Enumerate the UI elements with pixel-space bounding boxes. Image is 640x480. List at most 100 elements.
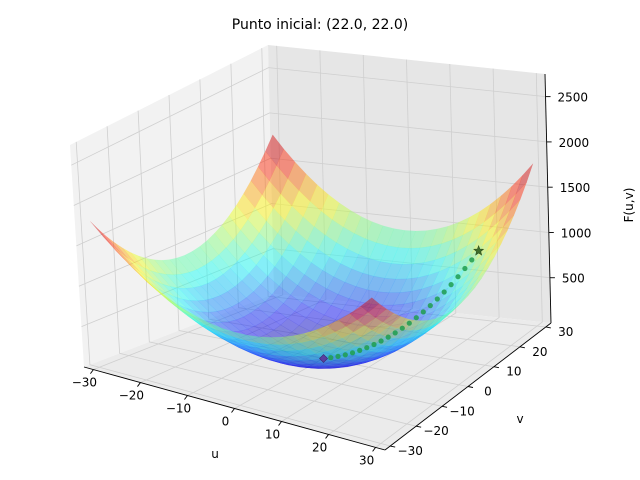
surface-facet <box>119 251 140 272</box>
surface-facet <box>490 230 508 256</box>
x-tick <box>372 447 376 452</box>
surface-facet <box>283 362 303 366</box>
surface-facet <box>127 262 148 283</box>
surface-facet <box>427 317 446 332</box>
surface-facet <box>250 346 271 355</box>
surface-facet <box>270 336 291 345</box>
surface-facet <box>329 366 348 369</box>
surface-facet <box>135 262 156 282</box>
surface-facet <box>302 201 322 227</box>
surface-facet <box>263 344 283 353</box>
surface-facet <box>227 338 248 349</box>
surface-facet <box>135 270 156 290</box>
surface-facet <box>290 285 309 303</box>
surface-facet <box>464 277 482 298</box>
surface-facet <box>219 331 240 344</box>
surface-facet <box>246 334 268 345</box>
surface-facet <box>332 202 351 228</box>
surface-facet <box>138 255 160 274</box>
surface-facet <box>222 336 242 347</box>
surface-facet <box>127 257 148 277</box>
path-point <box>392 330 398 336</box>
surface-facet <box>412 329 431 342</box>
surface-facet <box>199 318 220 332</box>
surface-facet <box>191 318 212 333</box>
surface-facet <box>425 315 444 331</box>
surface-facet <box>397 301 416 316</box>
surface-facet <box>284 205 304 232</box>
y-tick <box>416 425 422 428</box>
surface-facet <box>224 306 244 321</box>
surface-facet <box>221 215 241 240</box>
surface-facet <box>130 252 152 271</box>
surface-facet <box>229 338 250 348</box>
surface-facet <box>236 339 258 348</box>
surface-facet <box>403 288 423 305</box>
surface-facet <box>369 354 388 362</box>
surface-facet <box>195 320 216 334</box>
path-point <box>385 334 391 340</box>
surface-facet <box>462 210 481 236</box>
surface-facet <box>340 248 359 270</box>
surface-facet <box>416 310 436 327</box>
surface-facet <box>379 315 398 327</box>
surface-facet <box>438 296 457 315</box>
surface-facet <box>374 350 393 358</box>
surface-facet <box>213 322 234 333</box>
surface-facet <box>315 270 335 290</box>
surface-facet <box>336 226 355 250</box>
surface-facet <box>207 329 227 342</box>
surface-facet <box>272 358 292 363</box>
surface-facet <box>280 178 300 207</box>
surface-facet <box>414 285 433 303</box>
surface-facet <box>146 258 167 275</box>
surface-facet <box>266 356 286 363</box>
surface-facet <box>183 311 205 327</box>
surface-facet <box>267 266 287 287</box>
surface-facet <box>353 325 373 338</box>
tick-labels: −30−20−100102030−30−20−10010203050010001… <box>72 91 592 468</box>
surface-facet <box>431 312 450 327</box>
surface-facet <box>266 343 287 352</box>
surface-facet <box>369 242 388 262</box>
surface-facet <box>273 350 294 357</box>
surface-facet <box>509 181 527 212</box>
surface-facet <box>395 263 414 280</box>
surface-facet <box>341 298 361 314</box>
surface-facet <box>323 305 343 320</box>
surface-facet <box>254 194 274 222</box>
surface-facet <box>232 330 253 341</box>
surface-facet <box>295 216 315 242</box>
surface-facet <box>321 328 341 340</box>
surface-facet <box>163 295 184 312</box>
surface-facet <box>162 283 184 300</box>
surface-facet <box>322 366 341 369</box>
surface-facet <box>308 345 328 355</box>
surface-facet <box>444 301 463 318</box>
surface-facet <box>307 362 327 367</box>
surface-facet <box>323 331 343 343</box>
pane-left <box>70 45 274 367</box>
path-point <box>328 355 334 361</box>
grid-line-y <box>137 110 443 407</box>
path-point <box>406 320 412 326</box>
surface-facet <box>341 331 362 343</box>
surface-facet <box>247 207 267 234</box>
surface-facet <box>376 225 395 246</box>
surface-facet <box>179 309 200 325</box>
surface-facet <box>151 283 172 302</box>
surface-facet <box>308 282 328 300</box>
surface-facet <box>204 298 225 312</box>
surface-facet <box>294 302 314 319</box>
surface-facet <box>447 297 465 315</box>
surface-facet <box>416 326 435 340</box>
surface-facet <box>299 366 319 369</box>
surface-facet <box>320 363 340 368</box>
surface-facet <box>343 333 363 344</box>
surface-facet <box>440 305 459 322</box>
surface-facet <box>189 300 211 313</box>
surface-facet <box>354 335 374 344</box>
surface-facet <box>218 330 238 341</box>
surface-facet <box>360 297 380 313</box>
surface-facet <box>445 285 463 305</box>
